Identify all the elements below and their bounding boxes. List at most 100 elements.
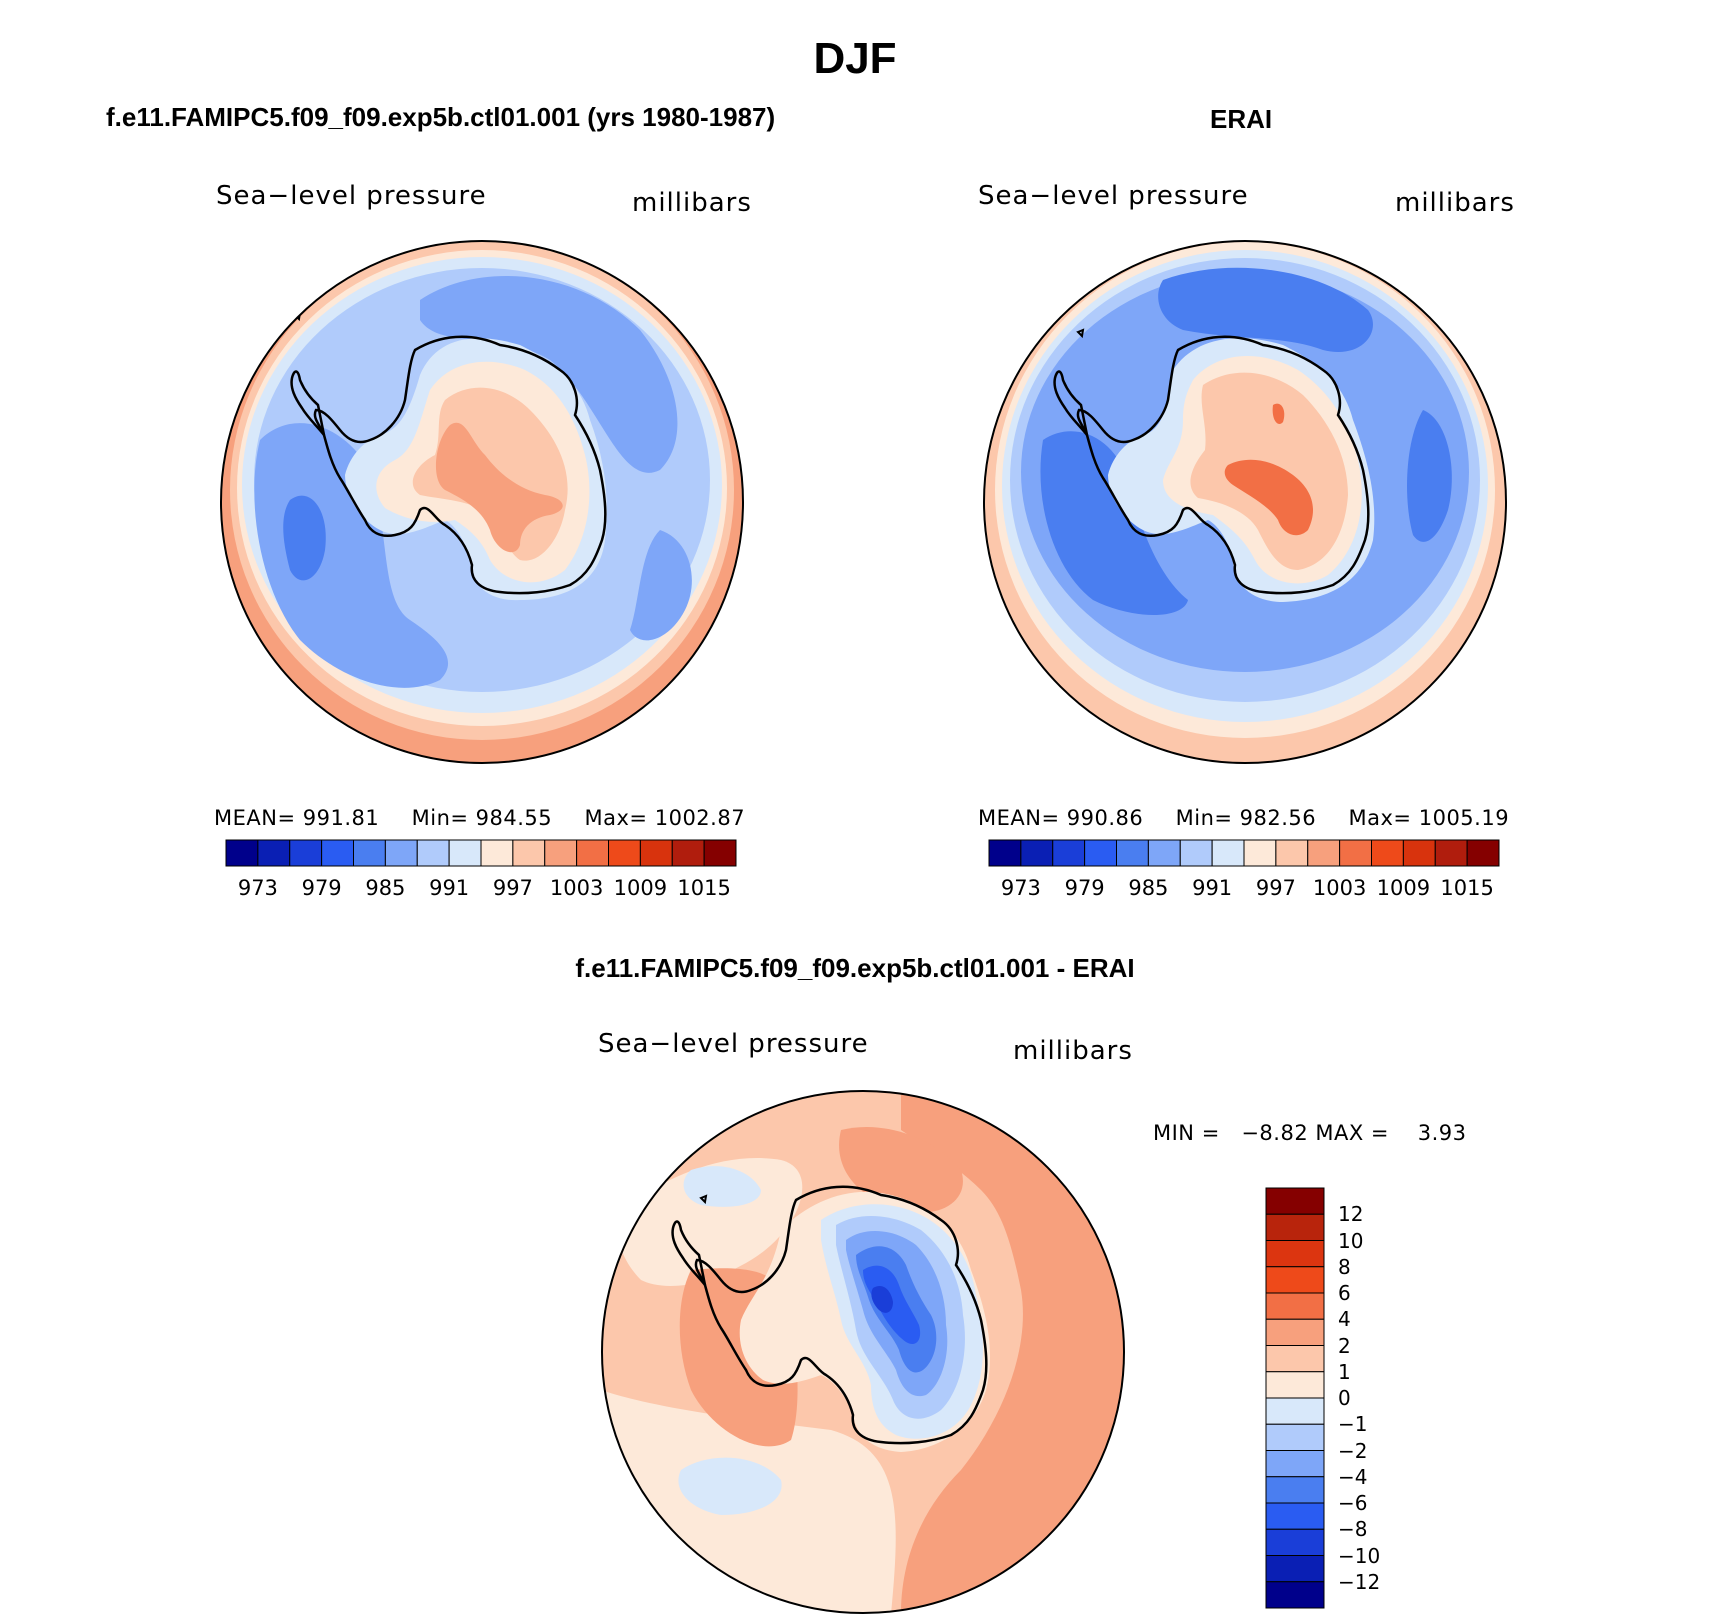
panel-diff-variable: Sea−level pressure <box>598 1029 869 1059</box>
mean-label: MEAN= <box>214 806 296 830</box>
paleblue-south <box>678 1457 782 1515</box>
colorbar-bin <box>257 839 291 867</box>
colorbar-bin <box>1466 839 1500 867</box>
colorbar-tick-label: 1015 <box>677 876 731 900</box>
island <box>699 1194 708 1205</box>
colorbar-bin <box>1265 1397 1325 1425</box>
max-value: 1002.87 <box>654 806 746 830</box>
colorbar-bin <box>225 839 259 867</box>
colorbar-bin <box>1052 839 1086 867</box>
colorbar-tick-label: 4 <box>1338 1307 1351 1332</box>
colorbar-tick-label: 1003 <box>1312 876 1367 900</box>
colorbar-bin <box>1265 1581 1325 1609</box>
colorbar-tick-label: 0 <box>1338 1386 1351 1410</box>
mean-value: 990.86 <box>1066 806 1144 830</box>
colorbar-bin <box>1275 839 1309 867</box>
max-value: 1005.19 <box>1418 806 1510 830</box>
colorbar-diff-ticks: 12 10 8 6 4 2 1 0 −1 −2 −4 −6 −8 −10 −12 <box>1332 1188 1412 1610</box>
colorbar-model <box>225 839 737 867</box>
colorbar-bin <box>353 839 386 867</box>
colorbar-tick-label: −1 <box>1338 1412 1368 1437</box>
low-west <box>254 423 449 688</box>
colorbar-bin <box>1147 839 1181 867</box>
colorbar-bin <box>1265 1266 1325 1294</box>
low-north <box>420 276 678 473</box>
min-label: Min= <box>1175 806 1233 830</box>
min-label: Min= <box>411 806 469 830</box>
coastline <box>694 1185 988 1445</box>
min-value: −8.82 <box>1241 1121 1309 1145</box>
peninsula <box>290 370 326 436</box>
coastline <box>313 335 607 595</box>
colorbar-bin <box>1265 1450 1325 1478</box>
colorbar-bin <box>1265 1555 1325 1583</box>
low-east <box>1407 410 1452 542</box>
colorbar-tick-label: 985 <box>1128 876 1169 900</box>
plateau-red <box>435 422 563 553</box>
colorbar-bin <box>1265 1213 1325 1241</box>
colorbar-bin <box>1265 1423 1325 1451</box>
low-west <box>1040 431 1188 615</box>
max-label: Max= <box>584 806 648 830</box>
low-west-core <box>283 495 326 581</box>
panel-obs-subtitle: ERAI <box>1210 104 1273 134</box>
colorbar-bin <box>384 839 418 867</box>
colorbar-bin <box>1179 839 1213 867</box>
colorbar-tick-label: 997 <box>1255 876 1296 900</box>
colorbar-tick-label: 1 <box>1338 1359 1351 1384</box>
low-east <box>630 530 692 641</box>
max-label: MAX = <box>1315 1121 1390 1145</box>
island <box>1076 328 1085 339</box>
colorbar-bin <box>1211 839 1245 867</box>
max-value: 3.93 <box>1417 1121 1467 1145</box>
colorbar-bin <box>544 839 578 867</box>
map-obs <box>983 240 1507 764</box>
colorbar-bin <box>321 839 354 867</box>
colorbar-bin <box>1020 839 1054 867</box>
map-diff <box>601 1090 1125 1614</box>
colorbar-tick-label: −12 <box>1338 1569 1381 1594</box>
colorbar-tick-label: −4 <box>1338 1464 1368 1489</box>
colorbar-tick-label: 1009 <box>1376 876 1431 900</box>
colorbar-bin <box>1084 839 1117 867</box>
plateau-spot <box>1272 403 1285 425</box>
colorbar-bin <box>988 839 1022 867</box>
peninsula <box>1053 370 1089 436</box>
east-red <box>901 1091 1124 1613</box>
colorbar-bin <box>1116 839 1149 867</box>
colorbar-tick-label: 973 <box>1000 876 1041 900</box>
panel-model-subtitle: f.e11.FAMIPC5.f09_f09.exp5b.ctl01.001 (y… <box>106 102 776 132</box>
min-value: 984.55 <box>475 806 553 830</box>
colorbar-bin <box>1307 839 1341 867</box>
colorbar-obs <box>988 839 1500 867</box>
ice-core <box>871 1285 893 1313</box>
colorbar-bin <box>1339 839 1372 867</box>
max-label: Max= <box>1348 806 1412 830</box>
panel-diff-subtitle: f.e11.FAMIPC5.f09_f09.exp5b.ctl01.001 - … <box>575 953 1135 983</box>
panel-model-variable: Sea−level pressure <box>216 181 487 211</box>
colorbar-bin <box>1265 1502 1325 1530</box>
colorbar-tick-label: −10 <box>1338 1543 1381 1568</box>
colorbar-bin <box>1243 839 1277 867</box>
colorbar-bin <box>1265 1476 1325 1504</box>
panel-obs-variable: Sea−level pressure <box>978 181 1249 211</box>
colorbar-tick-label: 973 <box>237 876 278 900</box>
panel-diff-units: millibars <box>1013 1036 1133 1066</box>
colorbar-tick-label: 985 <box>365 876 406 900</box>
figure-title: DJF <box>813 34 897 83</box>
min-label: MIN = <box>1153 1121 1220 1145</box>
colorbar-diff <box>1265 1187 1325 1609</box>
colorbar-tick-label: 12 <box>1338 1202 1364 1227</box>
mean-value: 991.81 <box>302 806 380 830</box>
colorbar-tick-label: 997 <box>492 876 533 900</box>
panel-model-stats: MEAN= 991.81 Min= 984.55 Max= 1002.87 <box>214 806 745 830</box>
colorbar-bin <box>1434 839 1468 867</box>
plateau-core <box>1224 459 1313 536</box>
colorbar-model-ticks: 973 979 985 991 997 1003 1009 1015 <box>226 876 736 904</box>
colorbar-tick-label: 991 <box>1192 876 1233 900</box>
colorbar-obs-ticks: 973 979 985 991 997 1003 1009 1015 <box>989 876 1499 904</box>
colorbar-bin <box>512 839 546 867</box>
panel-obs-stats: MEAN= 990.86 Min= 982.56 Max= 1005.19 <box>978 806 1509 830</box>
colorbar-bin <box>608 839 641 867</box>
colorbar-tick-label: 991 <box>429 876 470 900</box>
